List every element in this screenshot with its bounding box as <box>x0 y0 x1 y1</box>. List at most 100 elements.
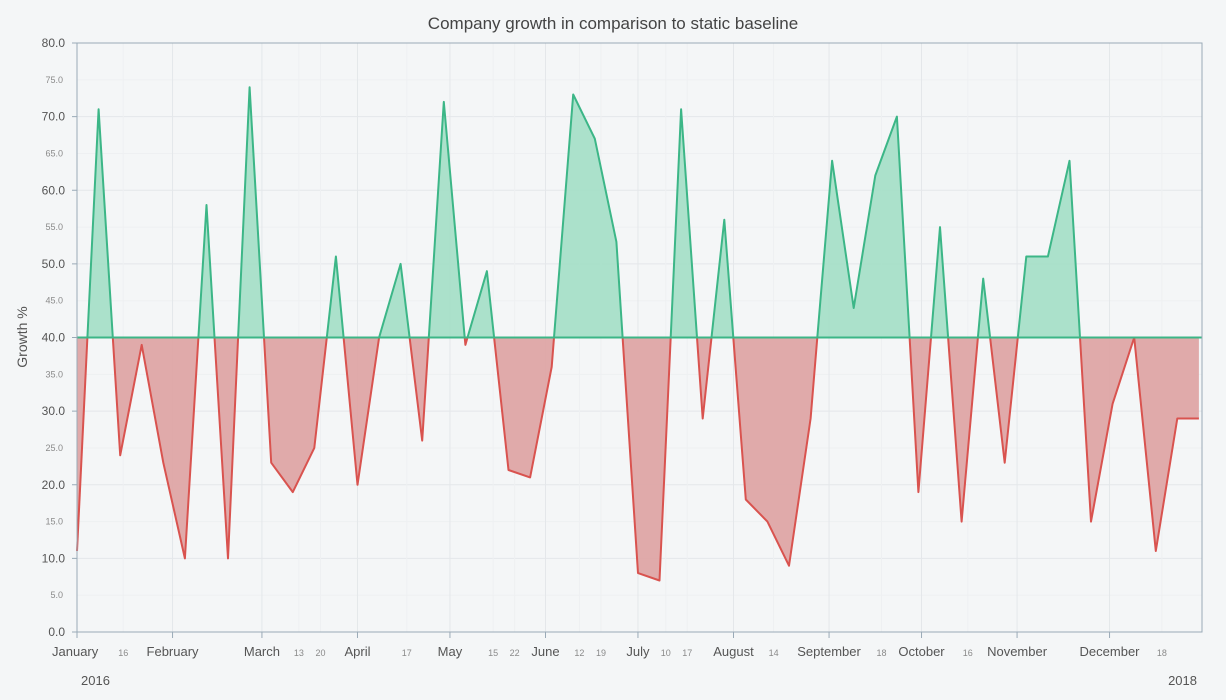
series-line-above <box>325 255 345 338</box>
area-above-baseline <box>670 109 697 338</box>
y-tick-label: 80.0 <box>42 36 66 50</box>
y-tick-label: 20.0 <box>42 478 66 492</box>
area-below-baseline <box>214 337 239 559</box>
year-label-start: 2016 <box>81 673 110 688</box>
data-point <box>507 468 511 472</box>
x-day-label: 12 <box>574 648 584 658</box>
data-point <box>226 556 230 560</box>
area-above-baseline <box>467 271 495 338</box>
area-below-baseline <box>343 337 380 485</box>
x-day-label: 14 <box>769 648 779 658</box>
data-point <box>658 579 662 583</box>
series-line-below <box>263 337 328 494</box>
x-day-label: 18 <box>876 648 886 658</box>
y-minor-tick-label: 55.0 <box>45 222 63 232</box>
chart-title: Company growth in comparison to static b… <box>428 14 798 33</box>
area-above-baseline <box>711 219 734 338</box>
x-month-label: February <box>147 644 200 659</box>
x-month-label: June <box>531 644 559 659</box>
area-above-baseline <box>87 109 113 338</box>
data-point <box>744 498 748 502</box>
series-line-above <box>930 226 950 338</box>
y-minor-tick-label: 25.0 <box>45 443 63 453</box>
x-month-label: March <box>244 644 280 659</box>
x-day-label: 22 <box>510 648 520 658</box>
y-minor-tick-label: 15.0 <box>45 517 63 527</box>
data-point <box>485 269 489 273</box>
area-above-baseline <box>238 87 264 338</box>
series-line-below <box>342 337 381 486</box>
data-point <box>1003 461 1007 465</box>
data-point <box>463 343 467 347</box>
x-day-label: 17 <box>682 648 692 658</box>
series-line-below <box>1133 337 1199 552</box>
data-point <box>140 343 144 347</box>
x-month-label: November <box>987 644 1048 659</box>
series-line-above <box>197 204 216 338</box>
data-point <box>269 461 273 465</box>
area-above-baseline <box>554 94 623 338</box>
area-above-baseline <box>326 256 344 338</box>
data-point <box>938 225 942 229</box>
y-minor-tick-label: 5.0 <box>50 590 63 600</box>
data-point <box>312 446 316 450</box>
data-point <box>636 571 640 575</box>
y-minor-tick-label: 35.0 <box>45 369 63 379</box>
data-point <box>809 417 813 421</box>
x-day-label: 16 <box>118 648 128 658</box>
x-month-label: July <box>626 644 650 659</box>
x-day-label: 18 <box>1157 648 1167 658</box>
data-point <box>334 255 338 259</box>
y-tick-label: 40.0 <box>42 331 66 345</box>
data-point <box>1089 520 1093 524</box>
data-point <box>528 475 532 479</box>
data-point <box>1175 417 1179 421</box>
area-below-baseline <box>697 337 712 419</box>
x-month-label: January <box>52 644 99 659</box>
area-below-baseline <box>409 337 429 441</box>
area-above-baseline <box>817 116 910 338</box>
series-line-above <box>816 115 911 338</box>
data-point <box>679 107 683 111</box>
data-point <box>205 203 209 207</box>
area-above-baseline <box>931 227 949 338</box>
data-point <box>895 115 899 119</box>
x-day-label: 10 <box>661 648 671 658</box>
data-point <box>571 93 575 97</box>
area-below-baseline <box>990 337 1018 463</box>
y-tick-label: 70.0 <box>42 110 66 124</box>
y-tick-label: 0.0 <box>48 625 65 639</box>
y-minor-tick-label: 65.0 <box>45 148 63 158</box>
data-point <box>614 240 618 244</box>
data-point <box>248 85 252 89</box>
series-line-below <box>732 337 819 567</box>
data-point <box>852 306 856 310</box>
data-point <box>1024 255 1028 259</box>
series-line-above <box>976 277 992 338</box>
area-below-baseline <box>948 337 978 522</box>
area-below-baseline <box>733 337 818 566</box>
series-line-below <box>696 337 713 420</box>
y-axis-label: Growth % <box>14 306 30 367</box>
series-line-below <box>621 337 672 582</box>
data-point <box>183 556 187 560</box>
data-point <box>1197 417 1201 421</box>
area-above-baseline <box>428 101 465 338</box>
series-line-below <box>908 337 932 494</box>
data-point <box>701 417 705 421</box>
y-axis: 0.0 10.0 20.0 30.0 40.0 50.0 60.0 70.0 80.0 5.0 15… <box>42 36 77 639</box>
data-point <box>97 107 101 111</box>
x-day-label: 16 <box>963 648 973 658</box>
x-day-label: 19 <box>596 648 606 658</box>
y-tick-label: 30.0 <box>42 404 66 418</box>
data-point <box>118 453 122 457</box>
data-point <box>873 174 877 178</box>
series-line-above <box>466 270 496 338</box>
area-below-baseline <box>909 337 931 493</box>
series-line-above <box>86 108 114 338</box>
data-point <box>960 520 964 524</box>
data-point <box>399 262 403 266</box>
data-point <box>916 490 920 494</box>
data-point <box>1111 402 1115 406</box>
